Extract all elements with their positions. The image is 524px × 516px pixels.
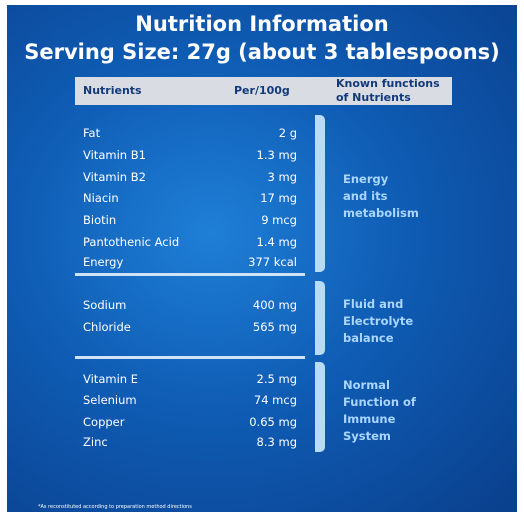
nutrient-name: Biotin [83, 213, 117, 227]
nutrient-name: Niacin [83, 191, 119, 205]
header-nutrients: Nutrients [83, 84, 142, 97]
nutrient-name: Vitamin B2 [83, 170, 146, 184]
nutrient-value: 2 g [278, 126, 297, 140]
nutrient-value: 1.4 mg [256, 235, 297, 249]
nutrient-name: Vitamin E [83, 372, 138, 386]
bracket [315, 115, 325, 272]
nutrient-value: 377 kcal [248, 255, 297, 269]
footnote: *As reconstituted according to preparati… [38, 504, 192, 510]
bracket [315, 362, 325, 452]
bracket [315, 281, 325, 355]
nutrient-value: 400 mg [252, 298, 297, 312]
nutrient-value: 9 mcg [261, 213, 297, 227]
subtitle: Serving Size: 27g (about 3 tablespoons) [24, 40, 500, 64]
nutrient-value: 17 mg [260, 191, 297, 205]
nutrient-name: Selenium [83, 393, 137, 407]
function-text: Energy [343, 172, 389, 186]
nutrient-value: 8.3 mg [256, 435, 297, 449]
nutrient-name: Energy [83, 255, 124, 269]
header-functions: of Nutrients [336, 91, 411, 104]
nutrient-value: 3 mg [267, 170, 297, 184]
function-text: balance [343, 331, 394, 345]
nutrient-name: Fat [83, 126, 101, 140]
nutrient-name: Pantothenic Acid [83, 235, 180, 249]
nutrient-name: Copper [83, 415, 125, 429]
nutrient-value: 1.3 mg [256, 148, 297, 162]
separator [75, 273, 305, 276]
function-text: Electrolyte [343, 314, 414, 328]
function-text: metabolism [343, 206, 419, 220]
header-per100g: Per/100g [234, 84, 290, 97]
nutrient-value: 2.5 mg [256, 372, 297, 386]
nutrient-value: 565 mg [252, 320, 297, 334]
function-text: System [343, 429, 391, 443]
header-functions: Known functions [336, 77, 440, 90]
nutrient-value: 74 mcg [253, 393, 297, 407]
nutrient-name: Sodium [83, 298, 127, 312]
nutrient-name: Chloride [83, 320, 131, 334]
function-text: Function of [343, 395, 416, 409]
nutrient-name: Zinc [83, 435, 108, 449]
nutrient-value: 0.65 mg [249, 415, 297, 429]
function-text: and its [343, 189, 388, 203]
function-text: Normal [343, 378, 390, 392]
function-text: Fluid and [343, 297, 404, 311]
nutrient-name: Vitamin B1 [83, 148, 146, 162]
separator [75, 356, 305, 359]
title: Nutrition Information [135, 12, 389, 36]
function-text: Immune [343, 412, 396, 426]
header-bar [75, 77, 452, 105]
